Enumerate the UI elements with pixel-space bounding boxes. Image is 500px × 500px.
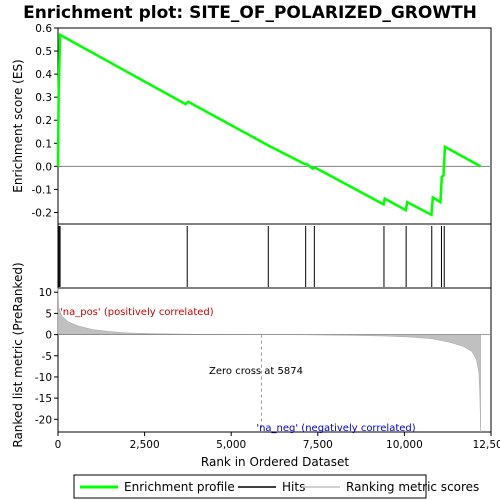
x-tick-label: 5,000 [216,439,246,451]
legend: Enrichment profile Hits Ranking metric s… [73,474,479,499]
metric-ytick-label: -10 [35,372,52,384]
es-ytick-label: 0.3 [35,92,52,104]
pos-label: 'na_pos' (positively correlated) [60,307,214,318]
es-ytick-label: 0.5 [35,46,52,58]
metric-ytick-label: 10 [39,287,52,299]
neg-label: 'na_neg' (negatively correlated) [256,423,415,434]
legend-label-hits: Hits [282,480,305,494]
es-ytick-label: 0.6 [35,23,52,35]
metric-ytick-label: -20 [35,414,52,426]
metric-panel: -20 -15 -10 -5 0 5 10 'na_pos' (positively cor… [11,262,492,448]
zero-cross-label: Zero cross at 5874 [209,366,303,377]
es-ytick-label: 0.2 [35,115,52,127]
metric-ytick-label: -15 [35,393,52,405]
x-tick-label: 0 [55,439,62,451]
es-ytick-label: -0.1 [32,184,53,196]
chart-title: Enrichment plot: SITE_OF_POLARIZED_GROWT… [23,3,477,23]
x-axis-label: Rank in Ordered Dataset [201,455,349,469]
es-ylabel: Enrichment score (ES) [11,59,25,192]
es-curve [56,32,482,217]
x-tick-label: 7,500 [303,439,333,451]
metric-panel-frame [57,287,492,433]
metric-ytick-label: 5 [45,308,52,320]
legend-label-enrichment-profile: Enrichment profile [124,480,235,494]
hits-panel-frame [57,223,492,289]
es-ytick-label: 0.4 [35,69,52,81]
hits-panel [57,223,492,289]
x-tick-label: 2,500 [130,439,160,451]
es-panel-frame [57,27,492,225]
x-tick-label: 12,500 [473,439,500,451]
metric-ylabel: Ranked list metric (PreRanked) [11,262,25,447]
es-panel: -0.2 -0.1 0.0 0.1 0.2 0.3 0.4 0.5 0.6 Enrichment… [11,23,492,225]
es-ytick-label: -0.2 [32,207,53,219]
es-ytick-label: 0.1 [35,138,52,150]
metric-ytick-label: -5 [42,351,52,363]
es-ytick-label: 0.0 [35,161,52,173]
legend-label-ranking-metric: Ranking metric scores [346,480,479,494]
x-tick-label: 10,000 [386,439,423,451]
metric-ytick-label: 0 [45,330,52,342]
